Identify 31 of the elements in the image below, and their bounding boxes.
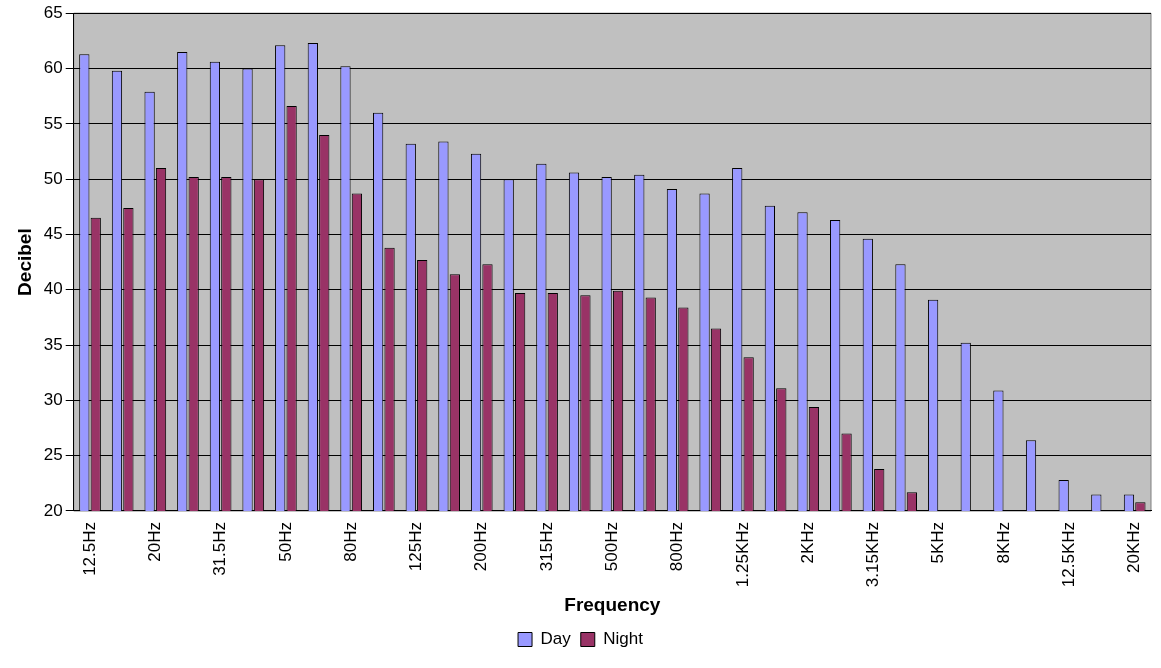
x-tick-label: 12.5KHz: [1059, 522, 1079, 588]
x-tick-label: 31.5Hz: [210, 522, 230, 576]
x-tick-label: 5KHz: [928, 522, 948, 564]
legend-label: Day: [540, 629, 572, 649]
y-tick-label: 50: [43, 168, 63, 188]
x-tick-label: 315Hz: [536, 522, 556, 572]
x-axis-title: Frequency: [564, 593, 661, 615]
x-tick-label: 12.5Hz: [79, 522, 99, 576]
y-tick-label: 65: [43, 2, 63, 22]
x-tick-label: 125Hz: [406, 522, 426, 572]
x-tick-label: 200Hz: [471, 522, 491, 572]
y-tick-label: 25: [43, 445, 63, 465]
x-tick-label: 20KHz: [1124, 522, 1144, 574]
x-tick-label: 20Hz: [145, 522, 165, 562]
legend-label: Night: [603, 629, 644, 649]
y-tick-label: 45: [43, 224, 63, 244]
y-tick-label: 35: [43, 334, 63, 354]
x-tick-label: 800Hz: [667, 522, 687, 572]
x-tick-label: 500Hz: [602, 522, 622, 572]
x-tick-label: 2KHz: [797, 522, 817, 564]
y-tick-label: 40: [43, 279, 63, 299]
y-axis-title: Decibel: [13, 228, 35, 296]
x-tick-label: 80Hz: [340, 522, 360, 562]
y-tick-label: 20: [43, 500, 63, 520]
y-tick-label: 60: [43, 58, 63, 78]
x-tick-label: 50Hz: [275, 522, 295, 562]
x-tick-label: 8KHz: [993, 522, 1013, 564]
y-tick-label: 30: [43, 390, 63, 410]
x-tick-label: 1.25KHz: [732, 522, 752, 588]
x-tick-label: 3.15KHz: [863, 522, 883, 588]
y-tick-label: 55: [43, 113, 63, 133]
